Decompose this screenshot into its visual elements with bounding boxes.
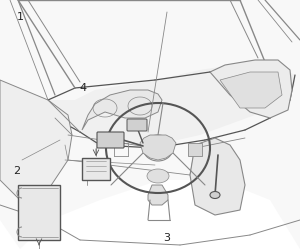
Text: 2: 2: [13, 166, 20, 176]
Polygon shape: [210, 60, 292, 118]
FancyBboxPatch shape: [127, 119, 147, 131]
Polygon shape: [220, 72, 282, 108]
Polygon shape: [148, 185, 168, 205]
FancyBboxPatch shape: [82, 158, 110, 180]
Text: 4: 4: [79, 83, 86, 93]
Ellipse shape: [210, 191, 220, 198]
Polygon shape: [82, 90, 162, 130]
FancyBboxPatch shape: [188, 143, 202, 156]
Polygon shape: [0, 80, 72, 210]
FancyBboxPatch shape: [18, 185, 60, 240]
Polygon shape: [190, 138, 245, 215]
Text: 3: 3: [163, 233, 170, 243]
Polygon shape: [48, 60, 295, 145]
FancyBboxPatch shape: [97, 132, 124, 148]
Text: 1: 1: [17, 12, 24, 22]
Polygon shape: [140, 135, 176, 160]
Ellipse shape: [147, 169, 169, 183]
